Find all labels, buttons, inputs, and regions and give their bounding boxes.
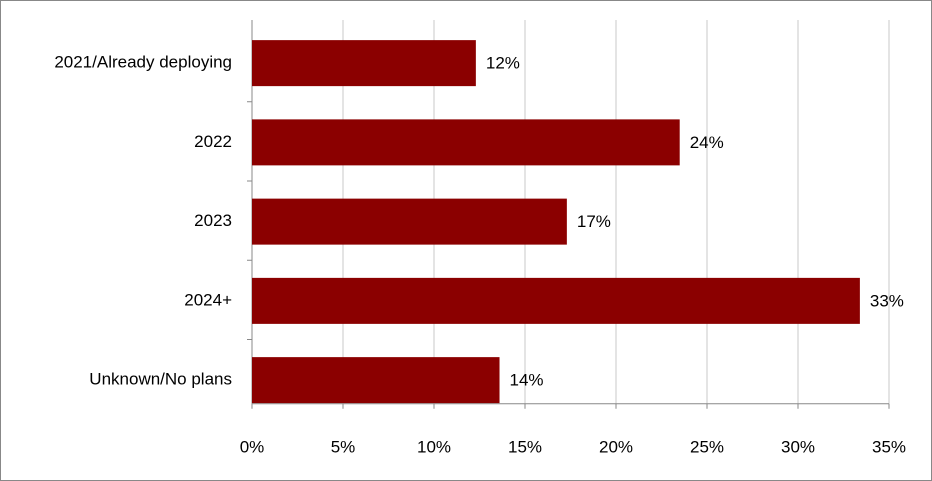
x-tick-label: 0% <box>240 437 265 456</box>
data-label: 12% <box>486 54 520 73</box>
x-tick-label: 25% <box>690 437 724 456</box>
x-tick-label: 35% <box>872 437 906 456</box>
y-tick-label: 2024+ <box>184 290 232 309</box>
data-label: 33% <box>870 291 904 310</box>
x-tick-label: 20% <box>599 437 633 456</box>
y-tick-label: 2022 <box>194 132 232 151</box>
data-label: 24% <box>690 133 724 152</box>
y-tick-label: Unknown/No plans <box>89 370 232 389</box>
bar <box>252 119 680 166</box>
x-tick-label: 15% <box>508 437 542 456</box>
x-tick-label: 5% <box>331 437 356 456</box>
bar <box>252 277 860 324</box>
x-tick-label: 30% <box>781 437 815 456</box>
y-tick-label: 2021/Already deploying <box>54 53 232 72</box>
bar <box>252 357 500 404</box>
x-tick-label: 10% <box>417 437 451 456</box>
data-label: 14% <box>510 371 544 390</box>
bar <box>252 40 476 87</box>
y-tick-label: 2023 <box>194 211 232 230</box>
data-label: 17% <box>577 212 611 231</box>
bar <box>252 198 567 245</box>
